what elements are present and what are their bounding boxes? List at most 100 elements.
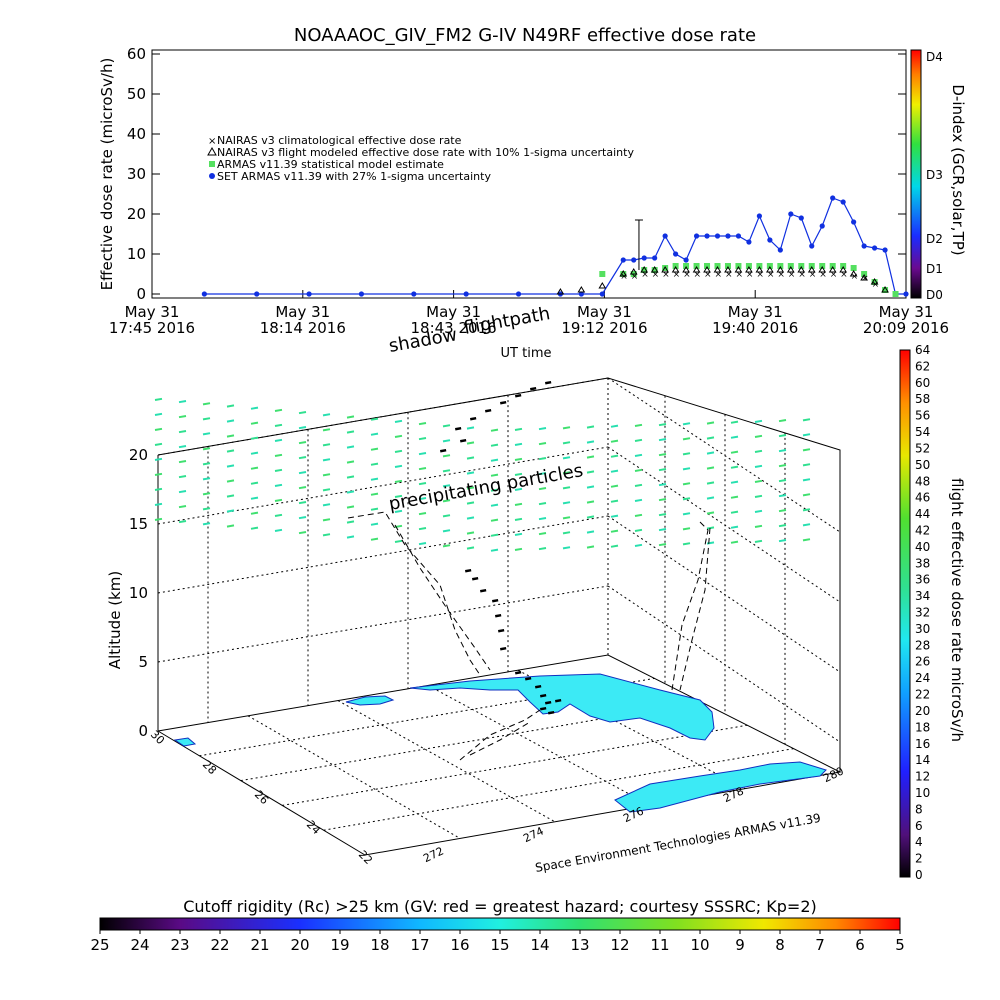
dose-tick-label: 54 [915, 425, 930, 439]
particle-dash [370, 522, 379, 526]
particle-dash [298, 441, 307, 445]
particle-dash [802, 508, 811, 512]
dose-tick-label: 14 [915, 753, 930, 767]
dose-tick-label: 12 [915, 770, 930, 784]
particle-dash [682, 512, 691, 516]
particle-dash [394, 539, 403, 543]
point-armas-stat [882, 287, 889, 293]
particle-dash [202, 447, 211, 451]
particle-dash [322, 488, 331, 492]
rigidity-tick-label: 14 [530, 936, 549, 954]
point-nairas-clim: × [694, 270, 702, 280]
particle-dash [634, 498, 643, 502]
flight-path-points [440, 380, 562, 715]
point-nairas-flight [577, 286, 586, 293]
point-nairas-clim: × [819, 270, 827, 280]
particle-dash [154, 472, 163, 476]
dose-tick-label: 50 [915, 458, 930, 472]
particle-dash [274, 483, 283, 487]
particle-dash [634, 438, 643, 442]
rigidity-tick-label: 25 [90, 936, 109, 954]
d-index-colorbar [910, 49, 922, 299]
grid-back-horizontal [157, 515, 609, 594]
point-armas-stat [829, 263, 836, 269]
rigidity-colorbar [99, 917, 901, 931]
flight-point [545, 700, 552, 705]
altitude-axis-label: Altitude (km) [106, 571, 124, 669]
particle-dash [178, 520, 187, 524]
point-set-armas [704, 233, 710, 239]
particle-dash [730, 420, 739, 424]
point-set-armas [788, 211, 794, 217]
point-nairas-clim: × [735, 270, 743, 280]
point-nairas-flight [713, 266, 722, 273]
particle-dash [634, 528, 643, 532]
particle-dash [418, 437, 427, 441]
top-xtick-label-1: May 31 [426, 303, 481, 321]
flight-point [465, 568, 472, 573]
particle-dash [250, 481, 259, 485]
particle-dash [586, 515, 595, 519]
particle-dash [514, 427, 523, 431]
florida-map [173, 673, 827, 813]
particle-dash [682, 542, 691, 546]
particle-dash [466, 486, 475, 490]
legend-entry-3: SET ARMAS v11.39 with 27% 1-sigma uncert… [217, 170, 491, 183]
point-armas-stat [892, 291, 899, 297]
point-nairas-clim: × [725, 270, 733, 280]
particle-dash [418, 452, 427, 456]
flight-point [455, 426, 462, 431]
3d-grid [157, 377, 841, 839]
point-nairas-clim: × [631, 272, 639, 282]
dose-tick-label: 40 [915, 540, 930, 554]
particle-dash [730, 465, 739, 469]
particle-dash [802, 433, 811, 437]
flight-paths [347, 511, 711, 761]
flight-point [545, 380, 552, 385]
grid-floor-lat [282, 724, 748, 806]
top-ytick-label: 40 [127, 125, 146, 143]
flight-point [498, 628, 505, 633]
point-nairas-flight [786, 266, 795, 273]
particle-dash [154, 397, 163, 401]
point-nairas-flight [619, 270, 628, 277]
particle-dash [346, 535, 355, 539]
legend-entry-0: NAIRAS v3 climatological effective dose … [217, 134, 462, 147]
flight-path-right [671, 521, 709, 691]
particle-dash [610, 499, 619, 503]
point-nairas-clim: × [673, 270, 681, 280]
particle-dash [802, 418, 811, 422]
point-armas-stat [850, 265, 857, 271]
particle-dash [706, 511, 715, 515]
dose-tick-label: 48 [915, 474, 930, 488]
particle-dash [610, 424, 619, 428]
point-set-armas [714, 233, 721, 239]
particle-dash [178, 490, 187, 494]
particle-dash [730, 540, 739, 544]
d-index-tick-label: D1 [926, 262, 943, 276]
latitude-tick-label: 24 [304, 818, 323, 837]
flight-point [500, 400, 507, 405]
particle-dash [298, 456, 307, 460]
point-armas-stat [798, 263, 805, 269]
particle-dash [778, 494, 787, 498]
longitude-tick-label: 274 [521, 824, 546, 845]
particle-dash [178, 445, 187, 449]
top-xtick-label-1: May 31 [879, 303, 934, 321]
point-set-armas [903, 291, 909, 297]
particle-dash [322, 518, 331, 522]
particle-dash [706, 481, 715, 485]
rigidity-ticks: 25 24 23 22 21 20 19 18 17 16 15 14 13 12 11 10 9 8 7 6 5 [90, 930, 905, 954]
particle-dash [754, 539, 763, 543]
particle-dash [418, 512, 427, 516]
particle-dash [274, 423, 283, 427]
particle-dash [514, 517, 523, 521]
particle-dash [802, 448, 811, 452]
point-nairas-clim: × [840, 270, 848, 280]
particle-dash [442, 529, 451, 533]
particle-dash [322, 533, 331, 537]
flight-point [540, 706, 547, 711]
particle-dash [442, 514, 451, 518]
particle-dash [586, 470, 595, 474]
altitude-tick-label: 5 [138, 653, 148, 671]
